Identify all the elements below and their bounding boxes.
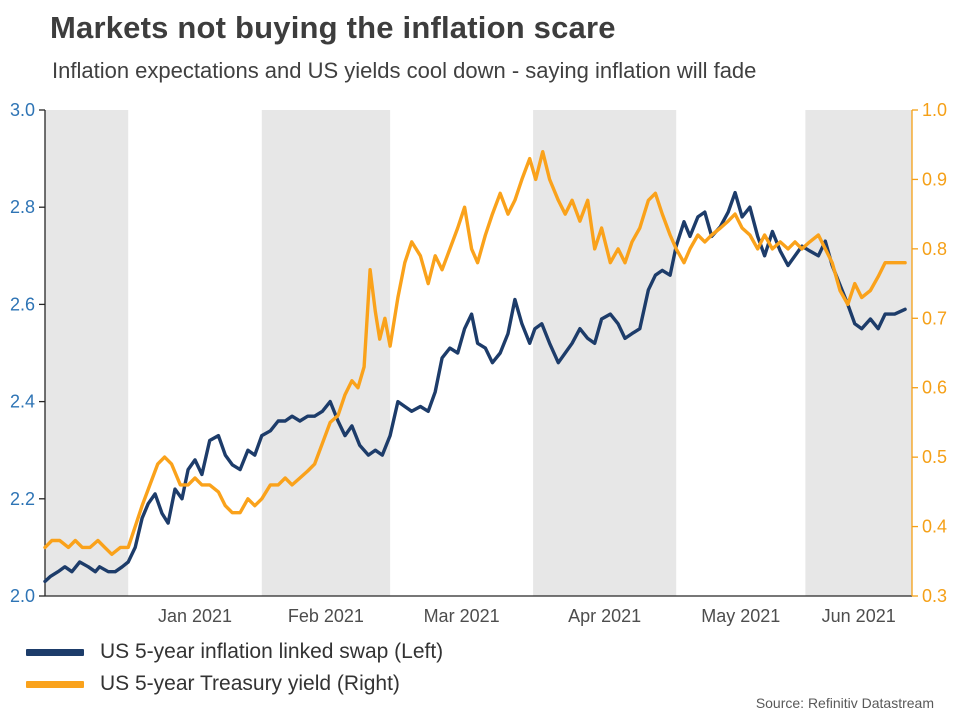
legend-label-inflation-swap: US 5-year inflation linked swap (Left) [100,640,444,663]
x-axis-label: Mar 2021 [424,606,500,626]
legend-swatch-inflation-swap [26,648,84,656]
month-band [261,110,391,596]
x-axis-label: Feb 2021 [288,606,364,626]
x-axis-label: May 2021 [701,606,780,626]
right-axis-tick-label: 0.4 [922,517,947,537]
left-axis-tick-label: 2.0 [10,586,35,606]
x-axis-label: Jan 2021 [158,606,232,626]
right-axis-tick-label: 0.6 [922,378,947,398]
right-axis-tick-label: 0.8 [922,239,947,259]
series-line-1 [43,190,907,584]
right-axis-tick-label: 0.9 [922,169,947,189]
legend-item-inflation-swap: US 5-year inflation linked swap (Left) [26,638,443,666]
left-axis-tick-label: 2.8 [10,197,35,217]
right-axis-tick-label: 1.0 [922,100,947,120]
right-axis-tick-label: 0.3 [922,586,947,606]
x-axis-label: Apr 2021 [568,606,641,626]
series-line-2 [43,149,907,556]
page-subtitle: Inflation expectations and US yields coo… [52,58,757,83]
legend-label-treasury-yield: US 5-year Treasury yield (Right) [100,672,400,695]
left-axis-tick-label: 2.6 [10,294,35,314]
right-axis-tick-label: 0.7 [922,308,947,328]
month-band [533,110,677,596]
month-band [45,110,129,596]
x-axis-label: Jun 2021 [822,606,896,626]
month-band [805,110,912,596]
source-attribution: Source: Refinitiv Datastream [755,695,934,711]
legend-item-treasury-yield: US 5-year Treasury yield (Right) [26,670,400,698]
page-title: Markets not buying the inflation scare [50,10,616,45]
left-axis-tick-label: 3.0 [10,100,35,120]
left-axis-tick-label: 2.2 [10,489,35,509]
left-axis-tick-label: 2.4 [10,392,35,412]
right-axis-tick-label: 0.5 [922,447,947,467]
legend-swatch-treasury-yield [26,680,84,688]
